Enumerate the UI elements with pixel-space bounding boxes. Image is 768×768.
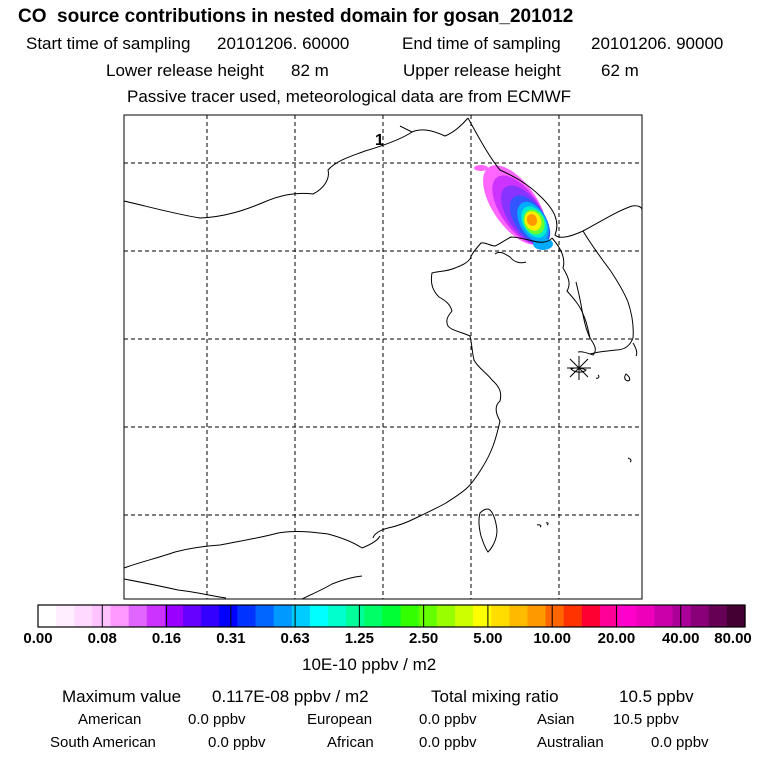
- colorbar-swatch: [56, 605, 75, 627]
- colorbar-swatch: [418, 605, 438, 627]
- european-label: European: [307, 711, 373, 728]
- colorbar-tick-label: 0.31: [216, 630, 246, 647]
- colorbar-swatch: [183, 605, 202, 627]
- colorbar-swatch: [454, 605, 474, 627]
- colorbar-swatch: [38, 605, 57, 627]
- american-value: 0.0 ppbv: [188, 711, 246, 728]
- colorbar-swatch: [346, 605, 365, 627]
- asian-value: 10.5 ppbv: [613, 711, 679, 728]
- colorbar-swatch: [382, 605, 402, 627]
- colorbar-swatch: [473, 605, 492, 627]
- colorbar-swatch: [654, 605, 674, 627]
- upper-release-label: Upper release height: [403, 61, 561, 80]
- colorbar-swatch: [690, 605, 710, 627]
- colorbar-frame: [37, 604, 746, 628]
- colorbar-swatch: [291, 605, 311, 627]
- colorbar-swatch: [563, 605, 583, 627]
- colorbar-tick-label: 2.50: [409, 630, 439, 647]
- lower-release-value: 82 m: [291, 61, 329, 80]
- colorbar-swatch: [110, 605, 130, 627]
- european-value: 0.0 ppbv: [419, 711, 477, 728]
- colorbar-swatch: [201, 605, 220, 627]
- colorbar-swatch: [599, 605, 619, 627]
- end-time-value: 20101206. 90000: [591, 34, 724, 53]
- colorbar-swatch: [636, 605, 655, 627]
- coastlines-and-borders: [124, 117, 642, 599]
- start-time-value: 20101206. 60000: [217, 34, 350, 53]
- figure-title: CO source contributions in nested domain…: [18, 6, 574, 27]
- colorbar-swatch: [74, 605, 93, 627]
- concentration-plume: [474, 165, 553, 250]
- colorbar-tick-label: 0.63: [280, 630, 310, 647]
- colorbar-units: 10E-10 ppbv / m2: [302, 655, 437, 674]
- colorbar-swatch: [219, 605, 239, 627]
- max-value-label: Maximum value: [62, 687, 182, 706]
- colorbar-tick-label: 0.16: [151, 630, 182, 647]
- colorbar-tick-label: 20.00: [597, 630, 636, 647]
- african-label: African: [327, 734, 374, 751]
- colorbar-swatch: [436, 605, 456, 627]
- lat-lon-grid: [124, 115, 642, 599]
- colorbar-tick-label: 10.00: [533, 630, 571, 647]
- colorbar-swatch: [527, 605, 547, 627]
- plume-fragment: [474, 165, 488, 171]
- release-marker-label: 1: [375, 132, 384, 149]
- colorbar-tick-label: 0.00: [23, 630, 53, 647]
- colorbar-swatch: [273, 605, 293, 627]
- total-mixing-label: Total mixing ratio: [431, 687, 559, 706]
- colorbar-swatch: [255, 605, 275, 627]
- colorbar-swatch: [364, 605, 384, 627]
- colorbar-swatch: [92, 605, 112, 627]
- colorbar-swatch: [726, 605, 746, 627]
- colorbar-tick-label: 0.08: [87, 630, 117, 647]
- colorbar-swatch: [164, 605, 184, 627]
- colorbar-tick-label: 5.00: [473, 630, 503, 647]
- colorbar-swatch: [672, 605, 692, 627]
- colorbar-swatch: [708, 605, 728, 627]
- colorbar-tick-label: 80.00: [714, 630, 752, 647]
- plume-contour: [526, 214, 538, 226]
- american-label: American: [78, 711, 142, 728]
- receptor-site-icon: [567, 356, 591, 380]
- colorbar-swatch: [491, 605, 510, 627]
- colorbar-swatch: [509, 605, 529, 627]
- colorbar-swatch: [328, 605, 347, 627]
- colorbar-tick-label: 1.25: [344, 630, 374, 647]
- map-frame: [123, 114, 643, 600]
- colorbar-swatch: [545, 605, 565, 627]
- colorbar-swatch: [309, 605, 329, 627]
- colorbar-swatch: [128, 605, 148, 627]
- colorbar-swatch: [400, 605, 420, 627]
- upper-release-value: 62 m: [601, 61, 639, 80]
- colorbar-swatch: [618, 605, 637, 627]
- colorbar: [37, 605, 746, 627]
- african-value: 0.0 ppbv: [419, 734, 477, 751]
- south-american-label: South American: [50, 734, 156, 751]
- australian-label: Australian: [537, 734, 604, 751]
- tracer-note: Passive tracer used, meteorological data…: [127, 87, 572, 106]
- total-mixing-value: 10.5 ppbv: [619, 687, 694, 706]
- start-time-label: Start time of sampling: [26, 34, 191, 53]
- colorbar-swatch: [237, 605, 257, 627]
- australian-value: 0.0 ppbv: [651, 734, 709, 751]
- map-panel: [124, 115, 642, 599]
- colorbar-tick-label: 40.00: [661, 630, 700, 647]
- colorbar-swatch: [146, 605, 166, 627]
- south-american-value: 0.0 ppbv: [208, 734, 266, 751]
- asian-label: Asian: [537, 711, 575, 728]
- colorbar-swatch: [581, 605, 601, 627]
- max-value: 0.117E-08 ppbv / m2: [212, 687, 369, 706]
- end-time-label: End time of sampling: [402, 34, 561, 53]
- lower-release-label: Lower release height: [106, 61, 264, 80]
